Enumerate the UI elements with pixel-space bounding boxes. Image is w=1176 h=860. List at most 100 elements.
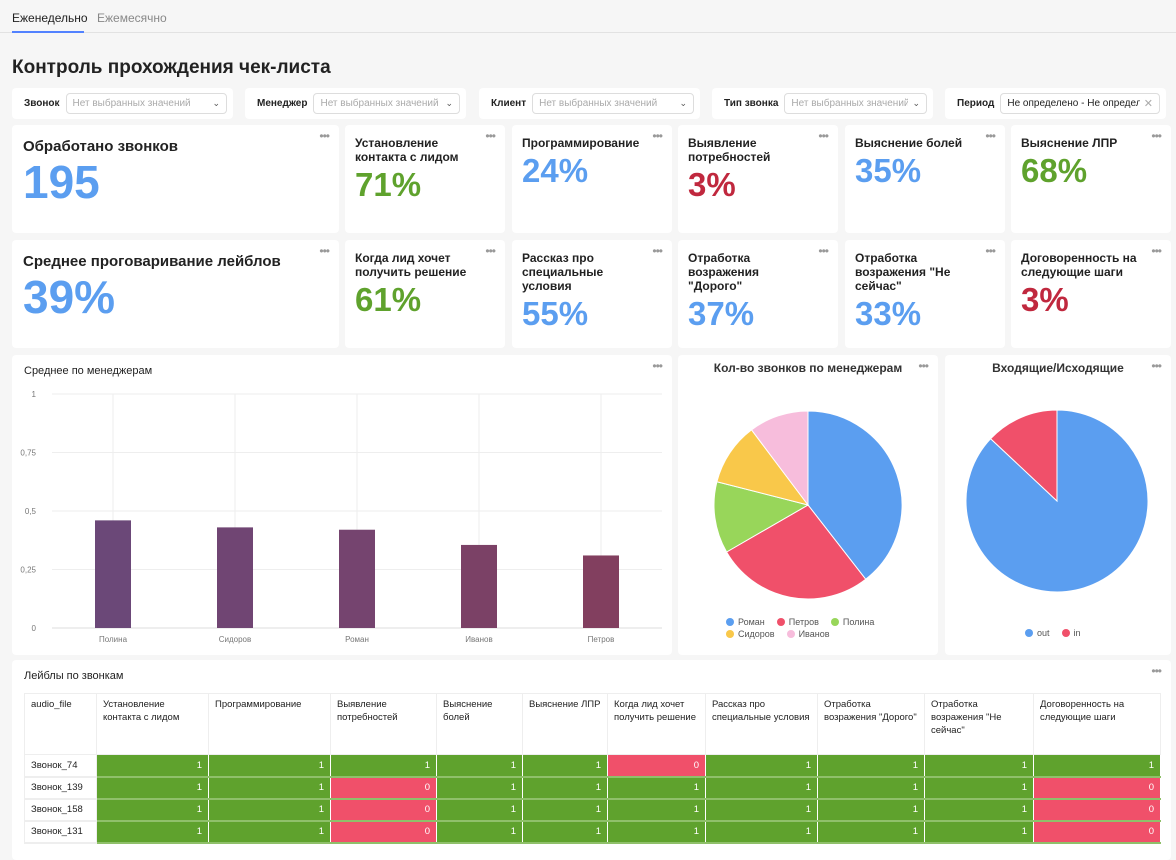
label-cell: 1 bbox=[522, 754, 608, 778]
kpi-card: Выявление потребностей 3% ••• bbox=[678, 125, 838, 233]
pie-slice-Роман[interactable] bbox=[807, 410, 903, 580]
label-cell: 1 bbox=[330, 754, 437, 778]
table-row: Звонок_74 1 1 1 1 1 0 1 1 1 1 bbox=[24, 754, 1161, 778]
legend-dot-icon bbox=[1025, 629, 1033, 637]
more-icon[interactable]: ••• bbox=[918, 359, 929, 373]
label-cell: 0 bbox=[1033, 798, 1161, 822]
column-header[interactable]: Рассказ про специальные условия bbox=[705, 693, 818, 755]
call-name-cell: Звонок_158 bbox=[24, 798, 97, 822]
call-name-cell: Звонок_131 bbox=[24, 820, 97, 844]
filter-label: Клиент bbox=[491, 98, 527, 109]
pie-chart bbox=[965, 409, 1149, 593]
legend-item[interactable]: out bbox=[1025, 628, 1050, 638]
legend-label: Сидоров bbox=[738, 629, 775, 639]
y-tick-label: 0,25 bbox=[20, 566, 36, 575]
kpi-title: Выяснение болей bbox=[855, 136, 963, 150]
more-icon[interactable]: ••• bbox=[818, 129, 829, 143]
pie-slice-Петров[interactable] bbox=[725, 504, 867, 600]
bar-Сидоров[interactable] bbox=[217, 527, 253, 628]
legend-item[interactable]: Иванов bbox=[786, 629, 830, 639]
pie-slice-in[interactable] bbox=[989, 409, 1058, 503]
label-cell: 1 bbox=[208, 776, 331, 800]
column-header[interactable]: Выявление потребностей bbox=[330, 693, 437, 755]
column-header[interactable]: Отработка возражения "Дорого" bbox=[817, 693, 925, 755]
bar-Полина[interactable] bbox=[95, 520, 131, 628]
kpi-value: 61% bbox=[355, 281, 422, 318]
legend-item[interactable]: Петров bbox=[776, 617, 819, 627]
legend-dot-icon bbox=[786, 630, 795, 638]
more-icon[interactable]: ••• bbox=[652, 244, 663, 258]
column-header[interactable]: Установление контакта с лидом bbox=[96, 693, 209, 755]
more-icon[interactable]: ••• bbox=[1151, 129, 1162, 143]
more-icon[interactable]: ••• bbox=[1151, 359, 1162, 373]
filter-label: Тип звонка bbox=[724, 98, 779, 109]
label-cell: 1 bbox=[208, 798, 331, 822]
legend-item[interactable]: in bbox=[1061, 628, 1081, 638]
clear-icon[interactable]: ✕ bbox=[1143, 98, 1153, 110]
table-row: Звонок_131 1 1 0 1 1 1 1 1 1 0 bbox=[24, 820, 1161, 844]
filter-select[interactable]: Не определено - Не определен ✕ bbox=[1000, 93, 1160, 114]
kpi-card: Договоренность на следующие шаги 3% ••• bbox=[1011, 240, 1171, 348]
column-header[interactable]: Когда лид хочет получить решение bbox=[607, 693, 706, 755]
filter-select[interactable]: Нет выбранных значений ⌄ bbox=[313, 93, 460, 114]
column-header[interactable]: Выяснение ЛПР bbox=[522, 693, 608, 755]
filter-select[interactable]: Нет выбранных значений ⌄ bbox=[532, 93, 694, 114]
legend-label: in bbox=[1073, 628, 1081, 638]
call-name-cell: Звонок_139 bbox=[24, 776, 97, 800]
kpi-value: 55% bbox=[522, 295, 589, 332]
legend-label: Полина bbox=[842, 617, 875, 627]
label-cell: 1 bbox=[607, 798, 706, 822]
column-header[interactable]: Программирование bbox=[208, 693, 331, 755]
more-icon[interactable]: ••• bbox=[1151, 664, 1162, 678]
pie-slice-Иванов[interactable] bbox=[750, 410, 809, 507]
label-cell: 1 bbox=[522, 820, 608, 844]
bar-Иванов[interactable] bbox=[461, 544, 497, 628]
filter-select[interactable]: Нет выбранных значений ⌄ bbox=[65, 93, 227, 114]
more-icon[interactable]: ••• bbox=[985, 244, 996, 258]
more-icon[interactable]: ••• bbox=[652, 129, 663, 143]
more-icon[interactable]: ••• bbox=[319, 129, 330, 143]
kpi-card: Выяснение ЛПР 68% ••• bbox=[1011, 125, 1171, 233]
label-cell: 1 bbox=[1033, 754, 1161, 778]
more-icon[interactable]: ••• bbox=[319, 244, 330, 258]
kpi-value: 37% bbox=[688, 295, 755, 332]
bar-Роман[interactable] bbox=[339, 529, 375, 628]
more-icon[interactable]: ••• bbox=[485, 244, 496, 258]
chevron-down-icon[interactable]: ⌄ bbox=[212, 98, 220, 108]
tab-monthly[interactable]: Ежемесячно bbox=[97, 11, 167, 25]
x-tick-label: Полина bbox=[99, 635, 128, 644]
filter-value: Нет выбранных значений bbox=[72, 98, 191, 109]
column-header[interactable]: Договоренность на следующие шаги bbox=[1033, 693, 1161, 755]
label-cell: 1 bbox=[96, 754, 209, 778]
filter-select[interactable]: Нет выбранных значений ⌄ bbox=[784, 93, 927, 114]
more-icon[interactable]: ••• bbox=[652, 359, 663, 373]
column-header[interactable]: Выяснение болей bbox=[436, 693, 523, 755]
chevron-down-icon[interactable]: ⌄ bbox=[445, 98, 453, 108]
filter-3: Тип звонка Нет выбранных значений ⌄ bbox=[712, 88, 933, 119]
more-icon[interactable]: ••• bbox=[1151, 244, 1162, 258]
tab-weekly[interactable]: Еженедельно bbox=[12, 11, 88, 25]
label-cell: 1 bbox=[924, 754, 1034, 778]
more-icon[interactable]: ••• bbox=[985, 129, 996, 143]
table-row: Звонок_139 1 1 0 1 1 1 1 1 1 0 bbox=[24, 776, 1161, 800]
x-tick-label: Роман bbox=[345, 635, 369, 644]
column-header[interactable]: audio_file bbox=[24, 693, 97, 755]
chevron-down-icon[interactable]: ⌄ bbox=[912, 98, 920, 108]
kpi-title: Выяснение ЛПР bbox=[1021, 136, 1118, 150]
more-icon[interactable]: ••• bbox=[818, 244, 829, 258]
legend-item[interactable]: Сидоров bbox=[726, 629, 775, 639]
bar-Петров[interactable] bbox=[583, 555, 619, 628]
kpi-card: Когда лид хочет получить решение 61% ••• bbox=[345, 240, 505, 348]
filter-value: Не определено - Не определен bbox=[1007, 98, 1140, 109]
column-header[interactable]: Отработка возражения "Не сейчас" bbox=[924, 693, 1034, 755]
legend-label: Роман bbox=[738, 617, 765, 627]
legend-item[interactable]: Роман bbox=[726, 617, 765, 627]
kpi-title: Отработка возражения "Дорого" bbox=[688, 251, 760, 293]
more-icon[interactable]: ••• bbox=[485, 129, 496, 143]
legend-item[interactable]: Полина bbox=[830, 617, 875, 627]
chevron-down-icon[interactable]: ⌄ bbox=[679, 98, 687, 108]
kpi-card: Программирование 24% ••• bbox=[512, 125, 672, 233]
kpi-value: 3% bbox=[688, 166, 736, 203]
chart-title: Среднее по менеджерам bbox=[24, 365, 153, 377]
y-tick-label: 0 bbox=[32, 624, 37, 633]
